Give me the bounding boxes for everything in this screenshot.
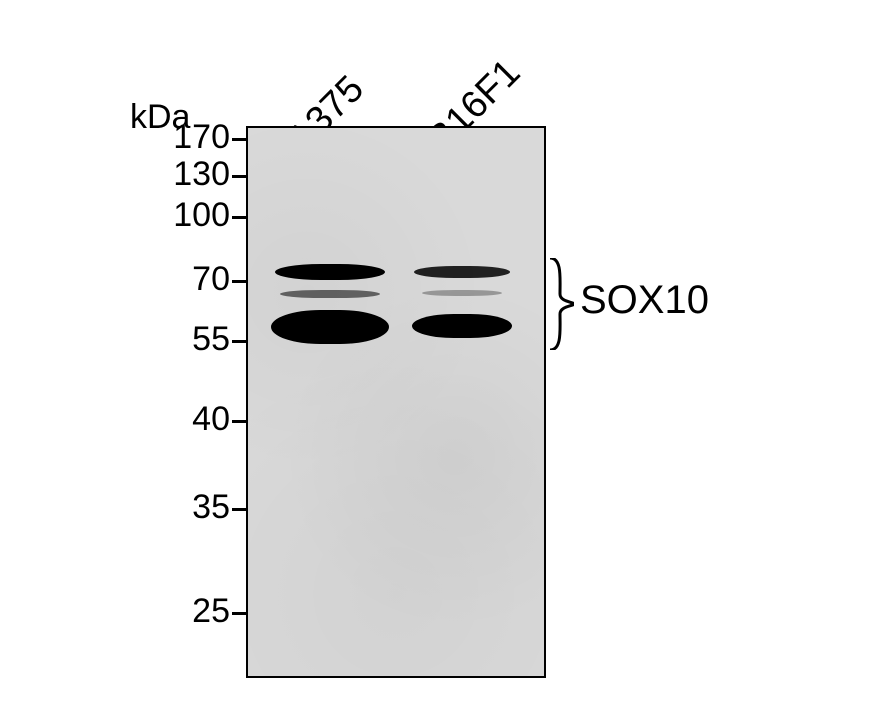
blot-band — [422, 290, 502, 296]
ladder-tick-dash — [232, 138, 246, 141]
ladder-tick-dash — [232, 612, 246, 615]
blot-band — [275, 264, 385, 280]
ladder-tick-label: 100 — [173, 196, 230, 235]
ladder-tick-dash — [232, 420, 246, 423]
target-protein-label: SOX10 — [580, 278, 709, 323]
ladder-tick-label: 35 — [192, 488, 230, 527]
ladder-tick-label: 70 — [192, 260, 230, 299]
ladder-tick-dash — [232, 280, 246, 283]
blot-band — [271, 310, 389, 344]
blot-membrane — [246, 126, 546, 678]
ladder-tick-dash — [232, 340, 246, 343]
ladder-tick-label: 55 — [192, 320, 230, 359]
blot-noise — [248, 128, 544, 676]
blot-band — [412, 314, 512, 338]
ladder-tick-dash — [232, 508, 246, 511]
blot-band — [414, 266, 510, 278]
blot-band — [280, 290, 380, 298]
ladder-tick-dash — [232, 175, 246, 178]
ladder-tick-label: 170 — [173, 118, 230, 157]
ladder-tick-label: 130 — [173, 155, 230, 194]
ladder-tick-label: 25 — [192, 592, 230, 631]
brace-icon — [548, 258, 574, 350]
figure-stage: kDa 1701301007055403525 A375B16F1 SOX10 — [0, 0, 888, 711]
ladder-tick-label: 40 — [192, 400, 230, 439]
ladder-tick-dash — [232, 216, 246, 219]
